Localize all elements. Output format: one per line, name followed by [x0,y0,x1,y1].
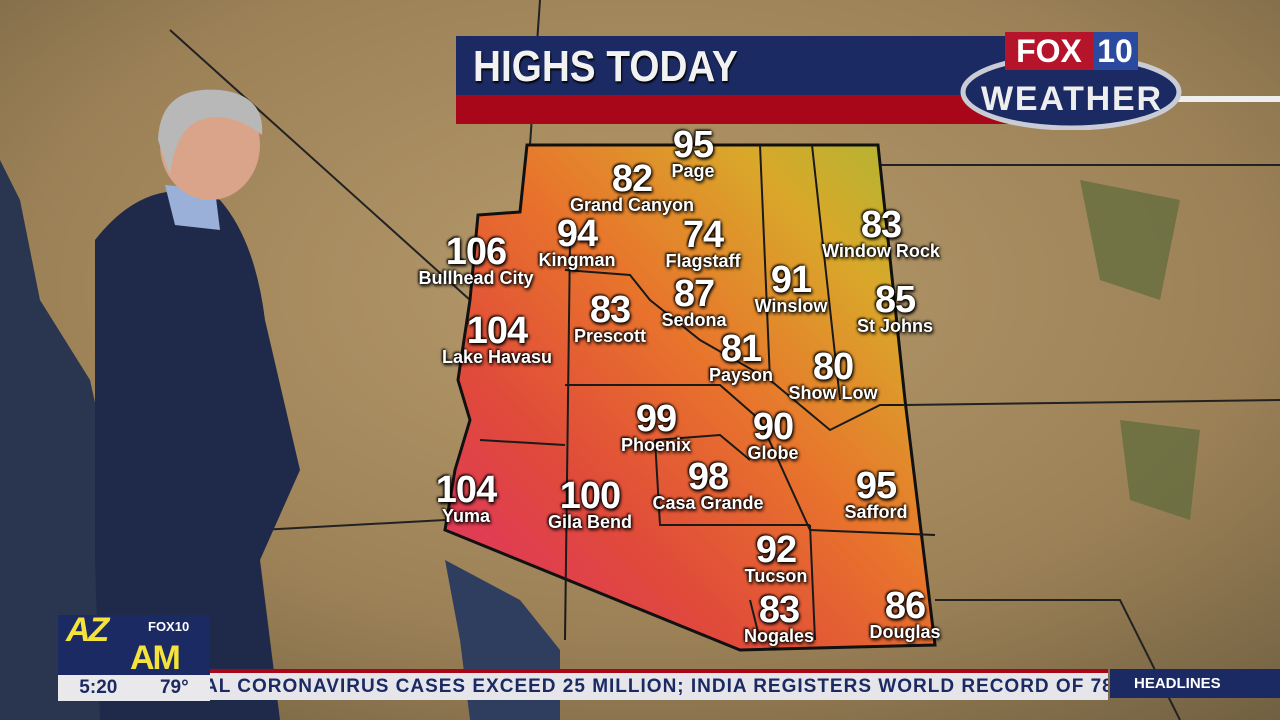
city-name: St Johns [856,316,934,336]
city-name: Kingman [538,250,616,270]
city-name: Bullhead City [418,268,534,288]
city-window-rock: 83 Window Rock [822,204,940,261]
city-temp: 83 [758,589,800,631]
city-name: Casa Grande [652,493,764,513]
city-payson: 81 Payson [708,328,774,385]
city-grand-canyon: 82 Grand Canyon [569,158,695,215]
presenter [95,89,300,720]
city-temp: 95 [855,465,897,507]
city-name: Nogales [743,626,815,646]
city-name: Phoenix [620,435,692,455]
city-temp: 90 [752,406,794,448]
title-banner-red [456,95,1016,124]
city-sedona: 87 Sedona [661,273,727,330]
city-prescott: 83 Prescott [573,289,647,346]
city-name: Lake Havasu [441,347,553,367]
city-temp: 82 [611,158,653,200]
city-temp: 85 [874,279,916,321]
city-tucson: 92 Tucson [744,529,808,586]
city-temp: 91 [770,259,812,301]
city-temp: 95 [672,124,714,166]
city-temp: 87 [673,273,715,315]
city-name: Grand Canyon [569,195,695,215]
city-name: Safford [844,502,908,522]
city-lake-havasu: 104 Lake Havasu [441,310,553,367]
city-temp: 106 [445,231,507,273]
city-name: Show Low [788,383,878,403]
city-kingman: 94 Kingman [538,213,616,270]
city-temp: 104 [435,469,497,511]
green-mountains [1080,180,1200,520]
show-logo: AZ FOX10 AM [58,615,210,675]
city-winslow: 91 Winslow [754,259,828,316]
show-bug: AZ FOX10 AM 5:20 79° [58,615,210,701]
city-name: Tucson [744,566,808,586]
city-gila-bend: 100 Gila Bend [547,475,633,532]
city-temp: 92 [755,529,797,571]
city-temp: 83 [860,204,902,246]
logo-divider [1170,96,1280,102]
city-temp: 100 [559,475,621,517]
title-banner: HIGHS TODAY [456,36,1016,124]
city-douglas: 86 Douglas [869,585,941,642]
city-name: Flagstaff [665,251,741,271]
city-bullhead-city: 106 Bullhead City [418,231,534,288]
current-time: 5:20 [79,677,118,698]
show-logo-am: AM [130,639,181,675]
city-temp: 81 [720,328,762,370]
city-show-low: 80 Show Low [788,346,878,403]
county-lines [479,144,936,641]
city-phoenix: 99 Phoenix [620,398,692,455]
city-name: Winslow [754,296,828,316]
logo-channel: 10 [1097,33,1133,69]
city-globe: 90 Globe [747,406,799,463]
city-temp: 74 [682,214,724,256]
city-temp: 104 [466,310,528,352]
city-temp: 80 [812,346,854,388]
show-logo-az: AZ [66,615,109,649]
city-yuma: 104 Yuma [435,469,497,526]
pacific-ocean [0,160,120,720]
title-banner-blue [456,36,1016,95]
city-temp: 99 [635,398,677,440]
city-st-johns: 85 St Johns [856,279,934,336]
current-temp: 79° [159,677,189,698]
city-temp: 83 [589,289,631,331]
logo-sub: WEATHER [981,80,1161,118]
city-name: Page [671,161,715,181]
city-page: 95 Page [671,124,715,181]
fox10-weather-logo: FOX 10 WEATHER [960,32,1182,130]
city-name: Yuma [441,506,491,526]
time-temp-bar: 5:20 79° [58,675,210,701]
ticker-text: AL CORONAVIRUS CASES EXCEED 25 MILLION; … [210,676,1108,697]
arizona-heat-region [443,143,937,652]
city-casa-grande: 98 Casa Grande [652,456,764,513]
city-name: Payson [708,365,774,385]
city-temp: 86 [884,585,926,627]
news-ticker: AL CORONAVIRUS CASES EXCEED 25 MILLION; … [210,669,1108,700]
ticker-section-label: HEADLINES [1110,669,1280,698]
logo-brand: FOX [1016,33,1082,69]
city-temp: 94 [556,213,598,255]
city-temp: 98 [687,456,729,498]
city-safford: 95 Safford [844,465,908,522]
city-name: Globe [747,443,799,463]
city-name: Gila Bend [547,512,633,532]
city-flagstaff: 74 Flagstaff [665,214,741,271]
page-title: HIGHS TODAY [473,42,738,91]
city-name: Sedona [661,310,727,330]
city-name: Douglas [869,622,941,642]
city-nogales: 83 Nogales [743,589,815,646]
show-logo-station: FOX10 [148,619,190,634]
city-name: Window Rock [822,241,940,261]
city-name: Prescott [573,326,647,346]
